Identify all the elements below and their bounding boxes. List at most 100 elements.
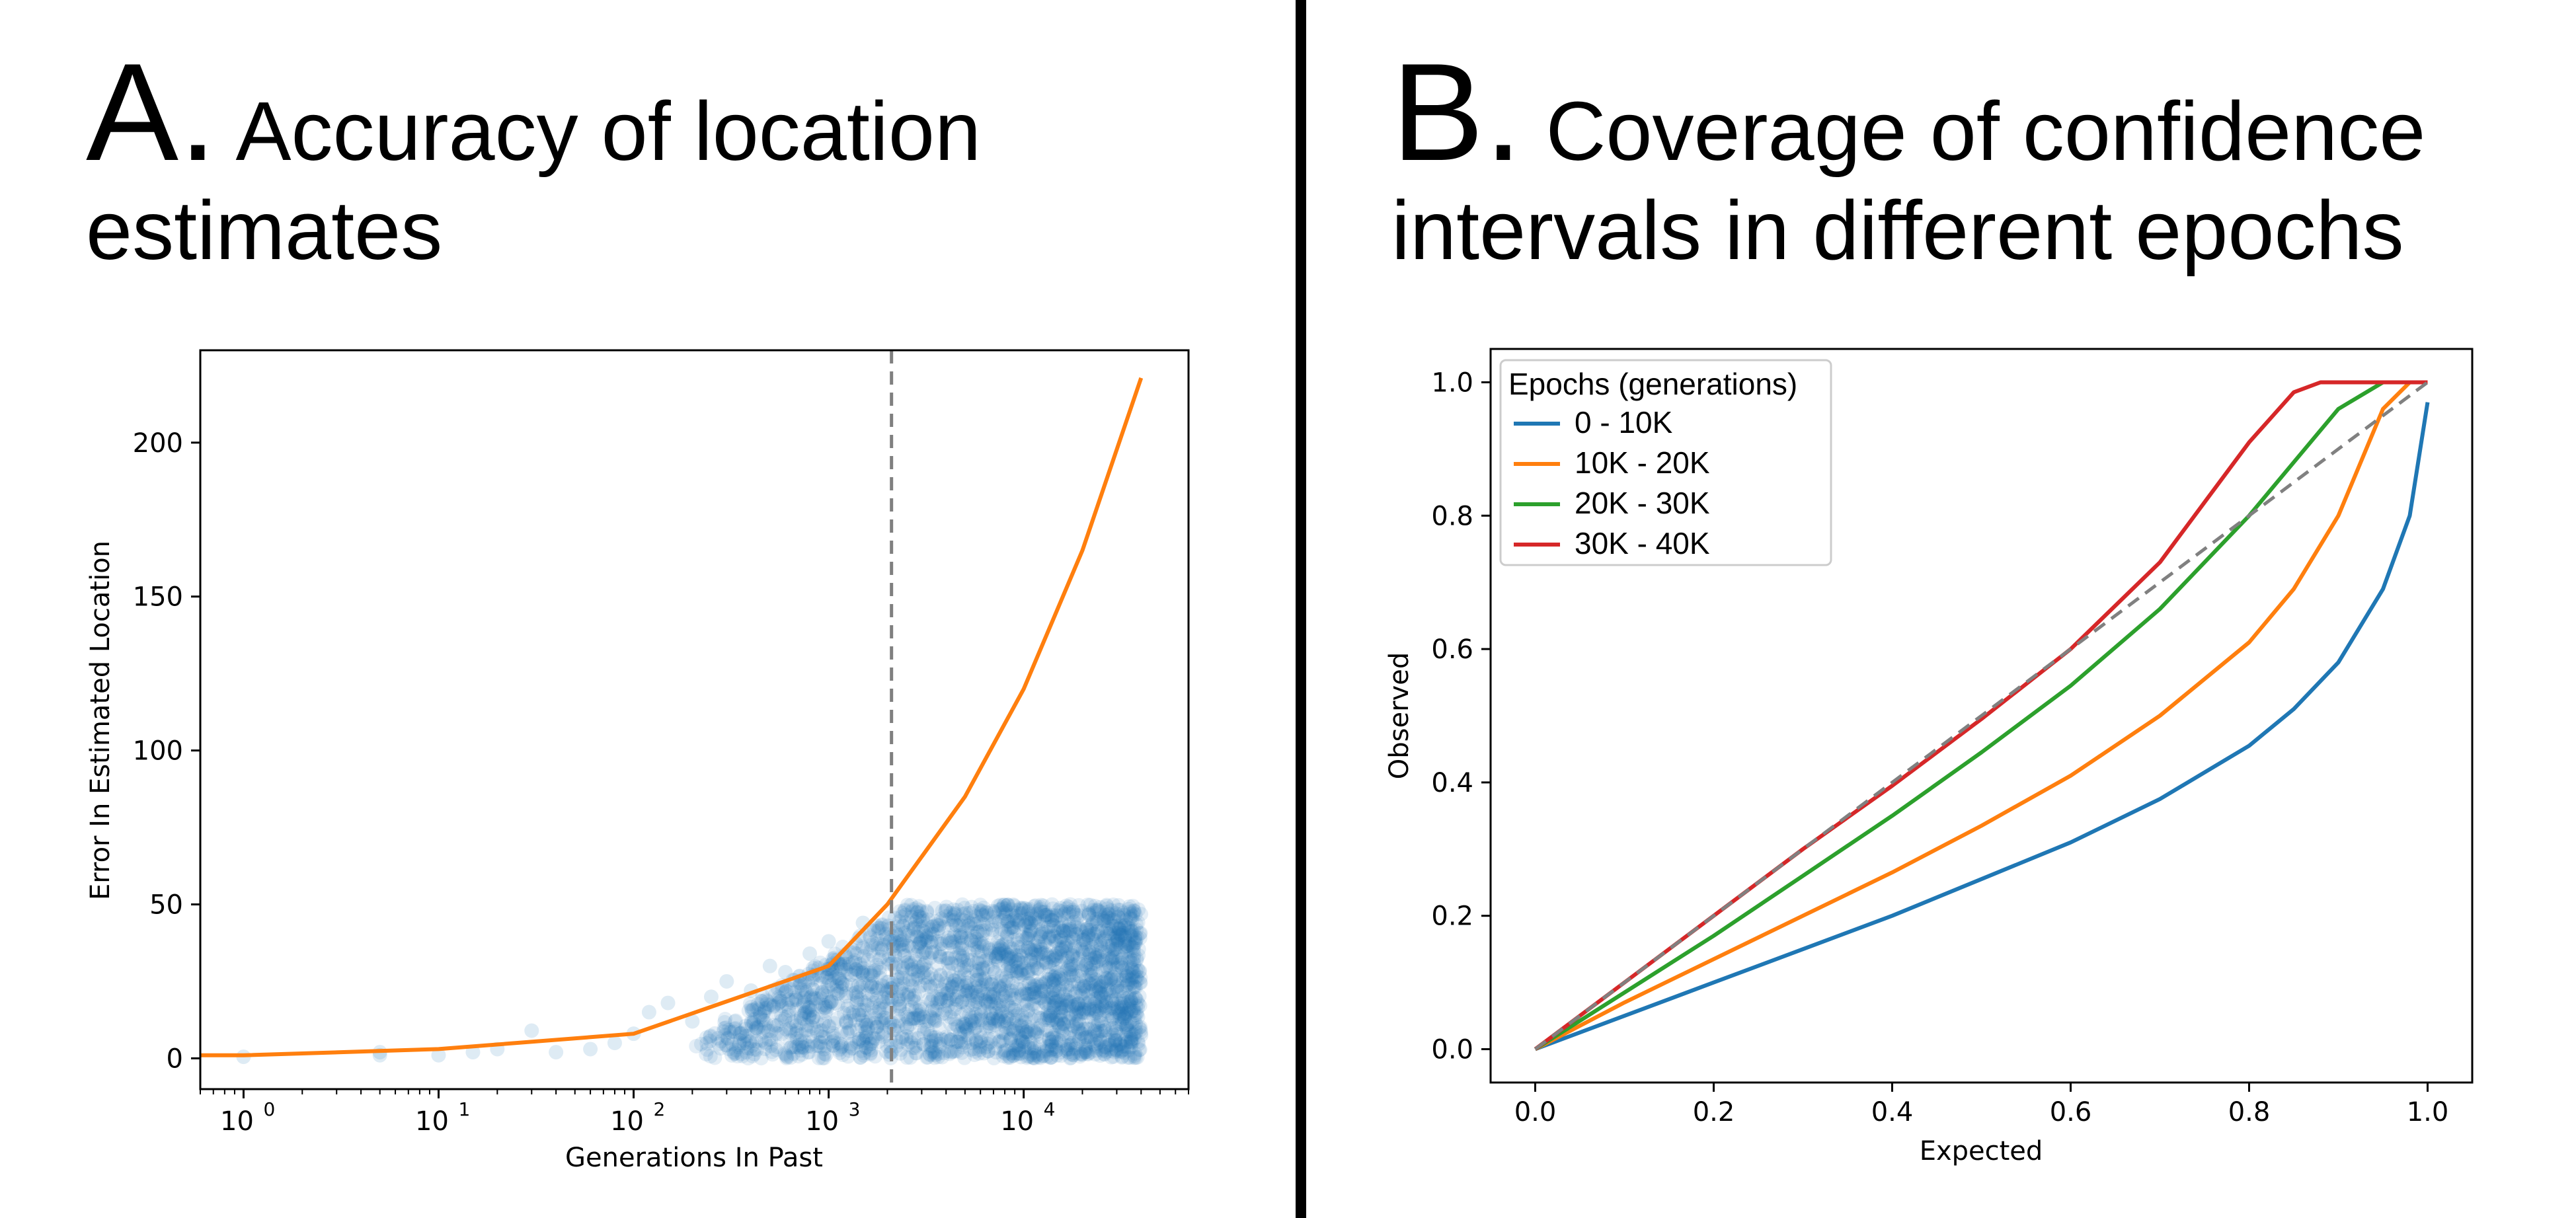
scatter-point [641,1005,656,1020]
scatter-point [1126,943,1141,958]
scatter-point [1111,932,1126,947]
scatter-point [1004,983,1019,998]
scatter-point [1023,954,1038,970]
scatter-point [859,1017,875,1032]
scatter-point [882,1015,898,1030]
scatter-point [935,1049,950,1065]
scatter-point [1111,921,1126,936]
scatter-point [1121,924,1136,939]
scatter-point [1012,982,1027,997]
x-tick-label: 1.0 [2407,1097,2449,1127]
scatter-point [990,955,1005,970]
scatter-point [1003,1000,1018,1015]
scatter-point [1107,1001,1122,1016]
scatter-point [1107,925,1122,940]
scatter-point [988,914,1003,929]
scatter-point [912,909,927,925]
scatter-point [1089,972,1104,987]
scatter-point [1046,1001,1062,1016]
scatter-point [1057,999,1072,1014]
scatter-point [1015,905,1030,921]
scatter-point [1107,996,1122,1011]
scatter-point [1044,1038,1060,1053]
scatter-point [1102,926,1117,941]
scatter-point [819,1003,834,1018]
scatter-point [1023,987,1038,1002]
scatter-point [1105,936,1120,952]
scatter-point [1075,933,1091,948]
scatter-point [1116,907,1132,923]
scatter-point [984,975,999,990]
scatter-point [962,1007,977,1022]
scatter-point [1094,1016,1109,1031]
scatter-point [800,1045,816,1060]
scatter-point [970,989,985,1005]
scatter-point [1021,966,1036,981]
scatter-point [711,1036,726,1051]
x-tick-label: 0.4 [1871,1097,1914,1127]
scatter-point [791,1049,806,1064]
scatter-point [1109,973,1124,988]
scatter-point [1037,934,1052,950]
scatter-point [1005,919,1020,934]
scatter-point [719,1038,734,1053]
scatter-point [914,960,929,975]
scatter-point [839,1014,854,1030]
scatter-point [1118,1036,1134,1051]
scatter-point [1038,989,1054,1005]
scatter-point [816,1050,832,1065]
scatter-point [882,1001,898,1016]
scatter-point [802,946,818,962]
scatter-point [995,900,1010,915]
scatter-point [1044,1034,1059,1049]
scatter-point [1065,999,1080,1014]
scatter-point [1132,931,1148,946]
scatter-point [964,952,980,968]
scatter-point [980,960,995,975]
scatter-point [1119,1028,1134,1044]
scatter-point [1116,1000,1132,1015]
scatter-point [797,994,812,1009]
scatter-point [1009,1038,1025,1053]
scatter-point [1019,1024,1034,1040]
scatter-point [838,977,853,992]
scatter-point [1021,1003,1036,1018]
scatter-point [1056,939,1071,954]
scatter-point [892,1001,907,1016]
scatter-point [981,1044,996,1059]
scatter-point [793,975,808,991]
scatter-point [999,914,1015,929]
scatter-point [940,985,955,1001]
scatter-point [1094,944,1109,960]
panel-b-letter: B. [1391,34,1523,190]
scatter-point [919,1014,934,1029]
scatter-point [914,904,929,919]
scatter-point [992,1000,1007,1015]
scatter-point [1118,1007,1134,1022]
scatter-point [819,970,834,985]
scatter-point [883,1038,898,1053]
scatter-point [1114,1003,1129,1018]
scatter-point [1055,1001,1070,1016]
scatter-point [1114,1014,1130,1030]
scatter-point [1032,990,1047,1005]
scatter-point [856,955,871,970]
scatter-point [1120,1024,1135,1039]
scatter-point [1126,905,1141,921]
scatter-point [957,962,972,977]
scatter-point [741,1003,756,1018]
scatter-point [1076,933,1091,948]
scatter-point [936,982,951,997]
scatter-point [1112,903,1128,918]
scatter-point [1114,1003,1130,1018]
scatter-point [1023,1010,1038,1026]
scatter-point [1081,992,1097,1007]
scatter-point [824,994,839,1009]
scatter-point [1030,1048,1045,1063]
scatter-point [798,1004,813,1019]
scatter-point [1052,1045,1068,1060]
scatter-point [929,1030,944,1045]
scatter-point [1022,976,1037,991]
scatter-point [1114,960,1130,975]
scatter-point [1087,1003,1102,1018]
